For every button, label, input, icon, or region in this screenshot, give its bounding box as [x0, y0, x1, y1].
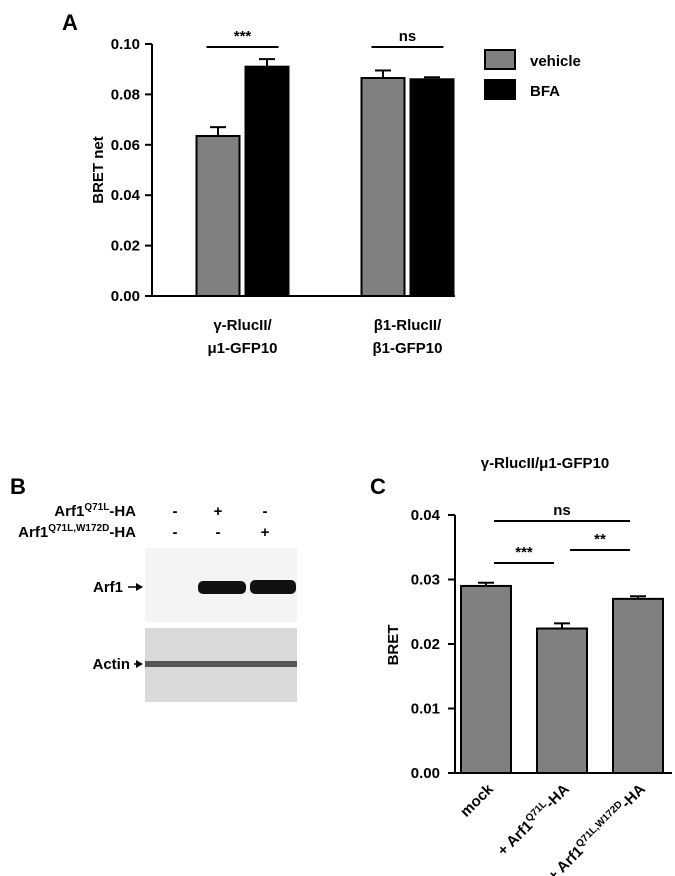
y-tick-label: 0.00	[411, 765, 440, 782]
panel-label: C	[370, 474, 386, 499]
x-tick-label: β1-RlucII/β1-GFP10	[372, 317, 442, 357]
condition-label-part: Arf1	[54, 503, 84, 520]
significance-label: **	[594, 531, 606, 548]
chart-title: γ-RlucII/μ1-GFP10	[481, 455, 609, 472]
x-tick-label-part: Q71L,W172D	[574, 799, 625, 850]
bar	[612, 597, 664, 774]
legend-label: vehicle	[530, 53, 581, 70]
condition-sign: -	[263, 503, 268, 520]
bar	[195, 134, 241, 297]
legend-swatch	[484, 49, 516, 70]
blot-band	[250, 580, 296, 594]
blot-band	[145, 661, 297, 667]
condition-sign: -	[173, 524, 178, 541]
bar	[360, 77, 406, 297]
bar	[536, 627, 588, 775]
y-tick-label: 0.02	[111, 238, 140, 255]
condition-sign: -	[173, 503, 178, 520]
blot-row-label: Arf1	[93, 579, 123, 596]
blot-row-label: Actin	[93, 656, 131, 673]
y-tick-label: 0.02	[411, 636, 440, 653]
legend-label: BFA	[530, 83, 560, 100]
condition-label: Arf1Q71L,W172D-HA	[18, 523, 136, 541]
legend-swatch	[484, 79, 516, 100]
condition-sign: +	[261, 524, 270, 541]
y-axis-label: BRET net	[90, 136, 107, 204]
x-tick-label: + Arf1Q71L-HA	[494, 780, 573, 859]
y-tick-label: 0.01	[411, 701, 440, 718]
significance-label: ns	[553, 502, 571, 519]
y-tick-label: 0.08	[111, 86, 140, 103]
significance-label: ns	[399, 28, 417, 45]
condition-label: Arf1Q71L-HA	[54, 502, 136, 520]
panel-label: B	[10, 474, 26, 499]
x-tick-label: mock	[457, 780, 497, 820]
bar	[460, 584, 512, 775]
condition-sign: +	[214, 503, 223, 520]
significance-label: ***	[234, 28, 252, 45]
x-tick-label: γ-RlucII/μ1-GFP10	[207, 317, 277, 357]
y-tick-label: 0.04	[111, 187, 141, 204]
bar	[409, 78, 455, 297]
y-tick-label: 0.03	[411, 572, 440, 589]
y-tick-label: 0.06	[111, 137, 140, 154]
bar	[244, 65, 290, 298]
condition-sign: -	[216, 524, 221, 541]
arrowhead	[136, 583, 143, 591]
panel-label: A	[62, 10, 78, 35]
condition-label-part: -HA	[109, 503, 136, 520]
y-tick-label: 0.00	[111, 288, 140, 305]
y-axis-label: BRET	[385, 625, 402, 666]
condition-label-part: Q71L	[84, 502, 109, 513]
y-tick-label: 0.04	[411, 507, 441, 524]
condition-label-part: -HA	[109, 524, 136, 541]
condition-label-part: Q71L,W172D	[48, 523, 109, 534]
y-tick-label: 0.10	[111, 36, 140, 53]
x-tick-label-part: mock	[457, 780, 497, 820]
blot-band	[198, 581, 246, 594]
condition-label-part: Arf1	[18, 524, 48, 541]
arrowhead	[136, 660, 143, 668]
significance-label: ***	[515, 544, 533, 561]
